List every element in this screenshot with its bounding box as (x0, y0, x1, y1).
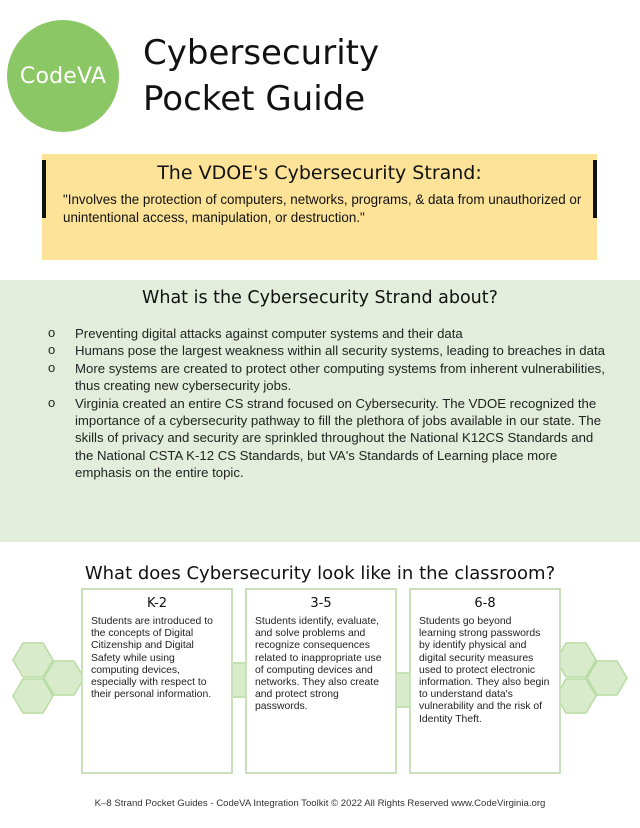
about-heading: What is the Cybersecurity Strand about? (142, 288, 498, 308)
logo-text: CodeVA (19, 63, 107, 89)
grade-label: K-2 (146, 596, 168, 611)
grade-description: Students are introduced to the concepts … (91, 616, 213, 701)
grade-label: 6-8 (474, 596, 496, 611)
about-list: Preventing digital attacks against compu… (48, 324, 608, 482)
grade-card-3-5: 3-5 Students identify, evaluate, and sol… (245, 588, 397, 774)
right-accent-bar (593, 160, 597, 218)
hexagon-shape (586, 660, 628, 696)
grade-description: Students go beyond learning strong passw… (419, 616, 550, 725)
page-title: Cybersecurity Pocket Guide (143, 30, 379, 122)
hexagon-shape (43, 660, 85, 696)
grade-card-k-2: K-2 Students are introduced to the conce… (81, 588, 233, 774)
classroom-heading: What does Cybersecurity look like in the… (84, 563, 556, 584)
about-section: What is the Cybersecurity Strand about? … (0, 280, 640, 542)
title-line-1: Cybersecurity (143, 33, 380, 73)
list-item: More systems are created to protect othe… (48, 359, 608, 395)
left-accent-bar (42, 160, 46, 218)
grade-description: Students identify, evaluate, and solve p… (255, 616, 382, 713)
title-line-2: Pocket Guide (143, 79, 366, 119)
codeva-logo: CodeVA (7, 20, 119, 132)
strand-definition-box: The VDOE's Cybersecurity Strand: "Involv… (42, 154, 597, 260)
hexagon-shape (12, 642, 54, 678)
grade-card-6-8: 6-8 Students go beyond learning strong p… (409, 588, 561, 774)
list-item: Humans pose the largest weakness within … (48, 341, 608, 359)
list-item: Preventing digital attacks against compu… (48, 324, 608, 342)
list-item: Virginia created an entire CS strand foc… (48, 394, 608, 482)
hexagon-shape (12, 678, 54, 714)
strand-quote: "Involves the protection of computers, n… (63, 192, 582, 225)
footer-text: K–8 Strand Pocket Guides - CodeVA Integr… (94, 798, 546, 809)
strand-title: The VDOE's Cybersecurity Strand: (157, 162, 482, 184)
grade-label: 3-5 (310, 596, 332, 611)
